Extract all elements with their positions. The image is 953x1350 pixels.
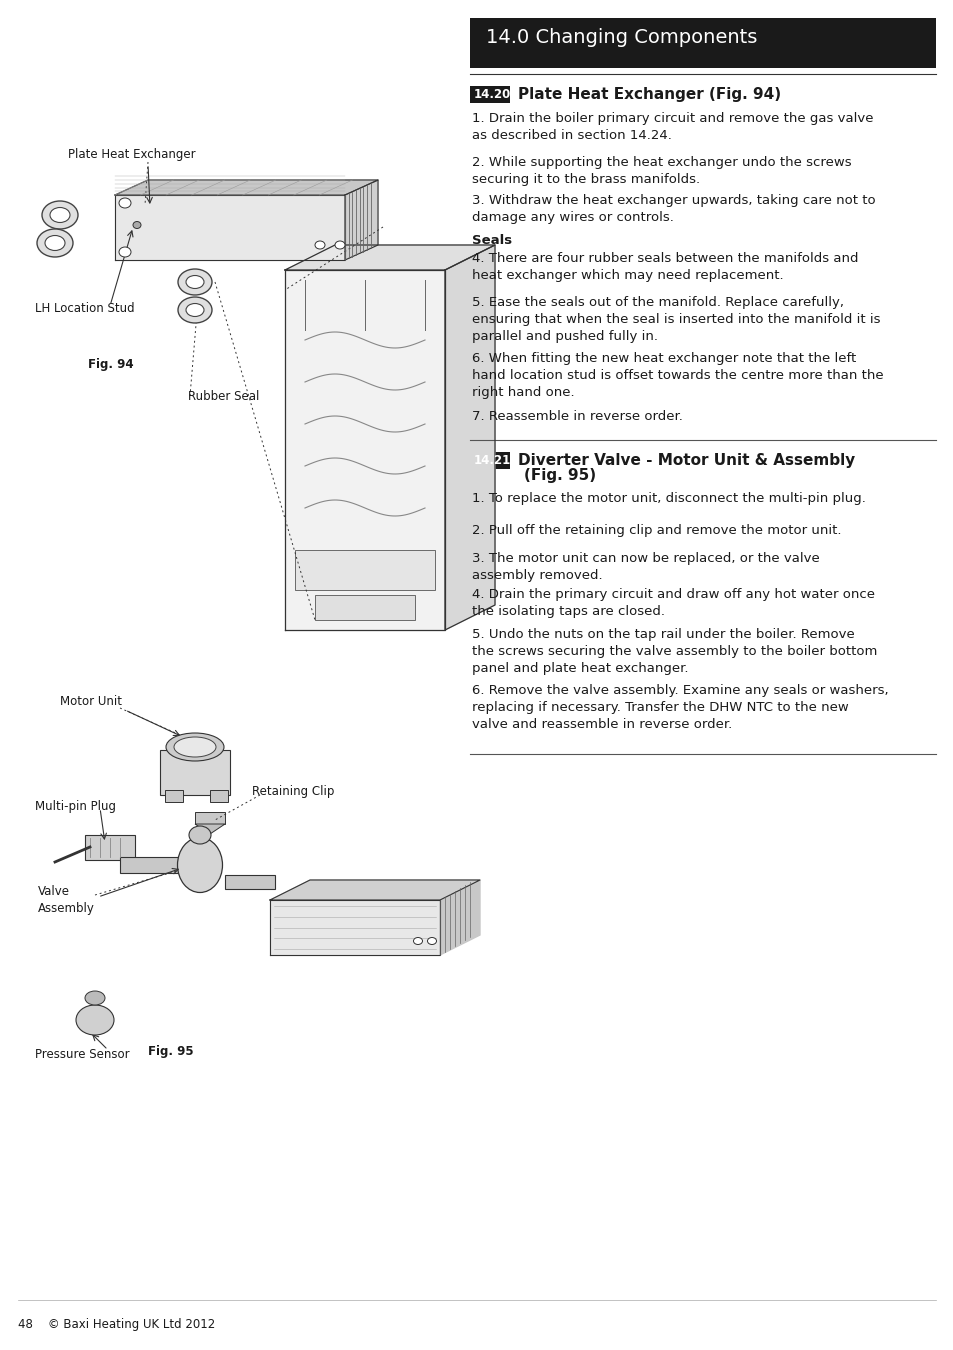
Text: 3. The motor unit can now be replaced, or the valve
assembly removed.: 3. The motor unit can now be replaced, o… (472, 552, 819, 582)
Text: 14.20: 14.20 (474, 89, 511, 101)
Polygon shape (285, 270, 444, 630)
Ellipse shape (37, 230, 73, 256)
Ellipse shape (177, 837, 222, 892)
Bar (210, 790, 228, 802)
Ellipse shape (50, 208, 70, 223)
Text: Valve
Assembly: Valve Assembly (38, 886, 94, 915)
Text: 4. There are four rubber seals between the manifolds and
heat exchanger which ma: 4. There are four rubber seals between t… (472, 252, 858, 282)
Polygon shape (285, 244, 495, 270)
Bar (194, 811, 225, 824)
Polygon shape (194, 824, 225, 834)
Text: Plate Heat Exchanger (Fig. 94): Plate Heat Exchanger (Fig. 94) (517, 86, 781, 103)
Polygon shape (345, 180, 377, 261)
Polygon shape (115, 194, 345, 261)
Bar (314, 595, 415, 620)
Polygon shape (444, 244, 495, 630)
Text: 5. Ease the seals out of the manifold. Replace carefully,
ensuring that when the: 5. Ease the seals out of the manifold. R… (472, 296, 880, 343)
Ellipse shape (189, 826, 211, 844)
Text: 5. Undo the nuts on the tap rail under the boiler. Remove
the screws securing th: 5. Undo the nuts on the tap rail under t… (472, 628, 877, 675)
Ellipse shape (166, 733, 224, 761)
Text: Pressure Sensor: Pressure Sensor (35, 1048, 130, 1061)
Ellipse shape (85, 991, 105, 1004)
Ellipse shape (186, 275, 204, 289)
Ellipse shape (173, 737, 215, 757)
Ellipse shape (427, 937, 436, 945)
Bar (120, 857, 180, 873)
Polygon shape (439, 880, 479, 954)
Text: 14.21: 14.21 (474, 455, 511, 467)
Ellipse shape (186, 304, 204, 316)
Text: Rubber Seal: Rubber Seal (188, 390, 259, 404)
Ellipse shape (178, 269, 212, 296)
Polygon shape (270, 900, 439, 954)
Ellipse shape (42, 201, 78, 230)
Text: 2. While supporting the heat exchanger undo the screws
securing it to the brass : 2. While supporting the heat exchanger u… (472, 157, 851, 186)
Text: 2. Pull off the retaining clip and remove the motor unit.: 2. Pull off the retaining clip and remov… (472, 524, 841, 537)
Text: Plate Heat Exchanger: Plate Heat Exchanger (68, 148, 195, 161)
Ellipse shape (119, 247, 131, 256)
Text: 4. Drain the primary circuit and draw off any hot water once
the isolating taps : 4. Drain the primary circuit and draw of… (472, 589, 874, 618)
Text: 48    © Baxi Heating UK Ltd 2012: 48 © Baxi Heating UK Ltd 2012 (18, 1318, 215, 1331)
Bar (470, 18, 935, 68)
Bar (294, 549, 435, 590)
Text: 1. Drain the boiler primary circuit and remove the gas valve
as described in sec: 1. Drain the boiler primary circuit and … (472, 112, 873, 142)
Polygon shape (115, 180, 377, 194)
Text: Retaining Clip: Retaining Clip (252, 784, 334, 798)
Text: 14.0 Changing Components: 14.0 Changing Components (485, 28, 757, 47)
Text: Diverter Valve - Motor Unit & Assembly: Diverter Valve - Motor Unit & Assembly (517, 454, 854, 468)
Text: Fig. 95: Fig. 95 (148, 1045, 193, 1058)
Ellipse shape (45, 235, 65, 251)
Bar (165, 790, 183, 802)
Ellipse shape (119, 198, 131, 208)
Bar (470, 452, 510, 468)
Text: 6. When fitting the new heat exchanger note that the left
hand location stud is : 6. When fitting the new heat exchanger n… (472, 352, 882, 400)
Text: (Fig. 95): (Fig. 95) (523, 468, 596, 483)
Bar (160, 751, 230, 795)
Text: Seals: Seals (472, 234, 512, 247)
Text: 7. Reassemble in reverse order.: 7. Reassemble in reverse order. (472, 410, 682, 423)
Text: Multi-pin Plug: Multi-pin Plug (35, 801, 116, 813)
Text: 3. Withdraw the heat exchanger upwards, taking care not to
damage any wires or c: 3. Withdraw the heat exchanger upwards, … (472, 194, 875, 224)
Polygon shape (270, 880, 479, 900)
Bar (470, 86, 510, 103)
Text: 1. To replace the motor unit, disconnect the multi-pin plug.: 1. To replace the motor unit, disconnect… (472, 491, 865, 505)
Text: 6. Remove the valve assembly. Examine any seals or washers,
replacing if necessa: 6. Remove the valve assembly. Examine an… (472, 684, 887, 730)
Ellipse shape (413, 937, 422, 945)
Ellipse shape (335, 242, 345, 248)
Text: Fig. 94: Fig. 94 (88, 358, 133, 371)
Ellipse shape (314, 242, 325, 248)
Ellipse shape (132, 221, 141, 228)
Bar (225, 875, 274, 890)
Ellipse shape (178, 297, 212, 323)
Ellipse shape (76, 1004, 113, 1035)
Bar (85, 836, 135, 860)
Bar (83, 1010, 107, 1026)
Text: LH Location Stud: LH Location Stud (35, 302, 134, 315)
Text: Motor Unit: Motor Unit (60, 695, 122, 707)
